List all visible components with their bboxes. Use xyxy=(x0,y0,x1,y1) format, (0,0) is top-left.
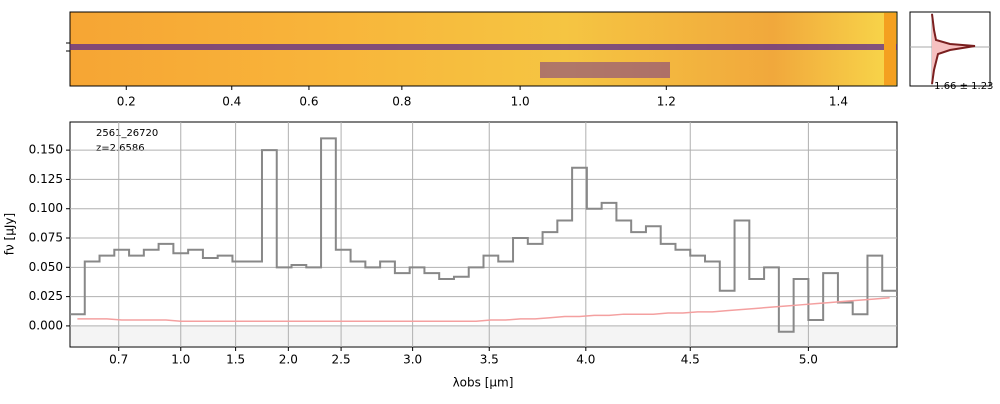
x-tick-label: 2.5 xyxy=(332,353,351,367)
x-tick-label: 4.0 xyxy=(576,353,595,367)
side-panel-label: -1.66 ± 1.23 xyxy=(931,81,994,92)
y-tick-label: 0.150 xyxy=(29,143,63,157)
y-axis-label: fν [μJy] xyxy=(3,213,17,255)
y-tick-label: 0.050 xyxy=(29,260,63,274)
y-tick-label: 0.100 xyxy=(29,201,63,215)
top-tick-label: 0.8 xyxy=(392,95,411,109)
x-tick-label: 1.5 xyxy=(226,353,245,367)
below-zero xyxy=(71,325,896,346)
top-tick-label: 1.2 xyxy=(657,95,676,109)
top-tick-label: 0.4 xyxy=(222,95,241,109)
y-tick-label: 0.000 xyxy=(29,318,63,332)
plot-frame xyxy=(69,121,898,348)
top-tick-label: 0.6 xyxy=(299,95,318,109)
y-tick-label: 0.075 xyxy=(29,231,63,245)
source-label: 2561_26720 xyxy=(96,128,158,139)
top-tick-label: 1.0 xyxy=(511,95,530,109)
image-feature xyxy=(540,62,670,78)
x-tick-label: 0.7 xyxy=(109,353,128,367)
x-tick-label: 1.0 xyxy=(171,353,190,367)
y-tick-label: 0.025 xyxy=(29,289,63,303)
x-tick-label: 3.5 xyxy=(480,353,499,367)
x-tick-label: 2.0 xyxy=(279,353,298,367)
top-tick-label: 0.2 xyxy=(117,95,136,109)
redshift-label: z=2.6586 xyxy=(96,143,145,154)
y-tick-label: 0.125 xyxy=(29,172,63,186)
image-edge xyxy=(884,13,896,85)
spectrum-trace xyxy=(70,44,897,50)
x-tick-label: 3.0 xyxy=(403,353,422,367)
top-tick-label: 1.4 xyxy=(829,95,848,109)
side-profile xyxy=(931,13,976,85)
x-tick-label: 4.5 xyxy=(681,353,700,367)
x-tick-label: 5.0 xyxy=(799,353,818,367)
error-line xyxy=(77,297,890,322)
x-axis-label: λobs [μm] xyxy=(453,376,514,390)
flux-line xyxy=(70,137,897,333)
